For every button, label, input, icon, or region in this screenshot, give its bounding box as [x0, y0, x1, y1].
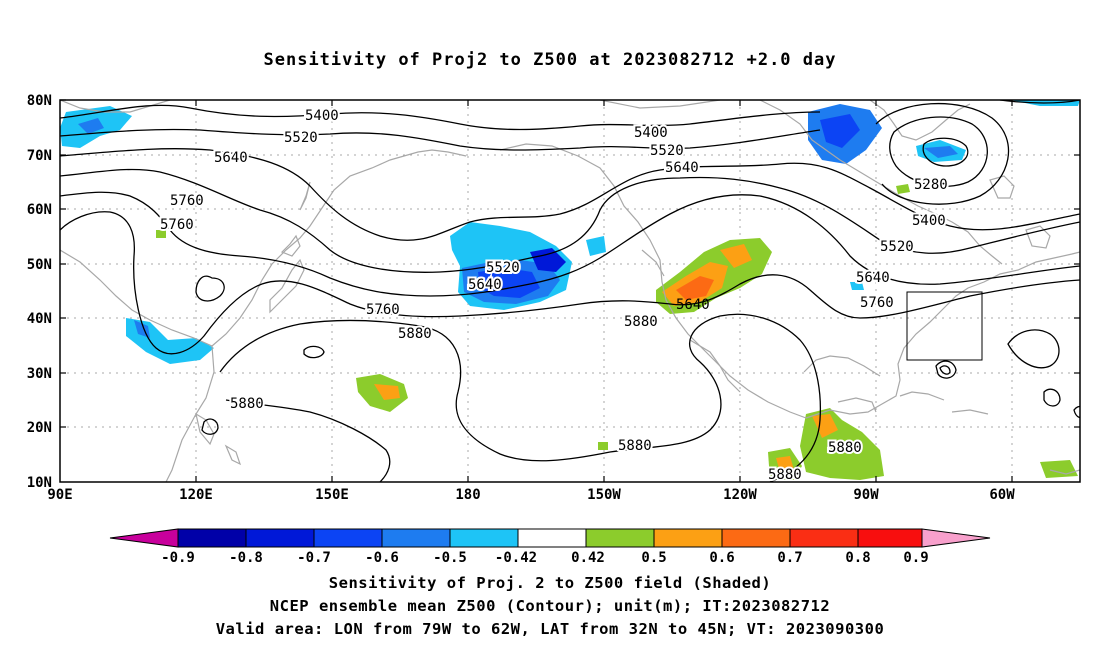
contour-label: 5880	[230, 396, 264, 412]
lon-label: 150W	[587, 487, 621, 503]
colorbar-labels: -0.9 -0.8 -0.7 -0.6 -0.5 -0.42 0.42 0.5 …	[161, 550, 929, 566]
colorbar	[109, 528, 991, 548]
contour-label: 5880	[624, 314, 658, 330]
contour-labels: 5400 5520 5640 5760 5760 5400 5520 5640 …	[158, 106, 950, 483]
caption-contour: NCEP ensemble mean Z500 (Contour); unit(…	[269, 597, 831, 615]
contour-label: 5520	[650, 143, 684, 159]
lon-label: 90E	[47, 487, 72, 503]
map-title: Sensitivity of Proj2 to Z500 at 20230827…	[263, 50, 837, 70]
z500-contours	[60, 100, 1080, 482]
lat-label: 70N	[27, 148, 52, 164]
colorbar-label: 0.42	[571, 550, 605, 566]
longitude-labels: 90E 120E 150E 180 150W 120W 90W 60W	[47, 487, 1015, 503]
colorbar-label: -0.8	[229, 550, 263, 566]
contour-label: 5640	[856, 270, 890, 286]
contour-label: 5520	[284, 130, 318, 146]
positive-sensitivity-shading	[156, 184, 1078, 480]
latitude-labels: 80N 70N 60N 50N 40N 30N 20N 10N	[27, 93, 52, 491]
contour-label: 5400	[634, 125, 668, 141]
colorbar-label: -0.9	[161, 550, 195, 566]
gridlines	[60, 100, 1080, 482]
colorbar-high-triangle	[921, 528, 991, 548]
lat-label: 80N	[27, 93, 52, 109]
lat-label: 30N	[27, 366, 52, 382]
lat-label: 40N	[27, 311, 52, 327]
axis-ticks	[60, 99, 1080, 482]
contour-label: 5520	[486, 260, 520, 276]
caption-valid-area: Valid area: LON from 79W to 62W, LAT fro…	[215, 620, 885, 638]
contour-label: 5760	[170, 193, 204, 209]
negative-sensitivity-shading	[60, 100, 1080, 364]
contour-label: 5760	[860, 295, 894, 311]
contour-label: 5880	[768, 467, 802, 483]
contour-label: 5760	[366, 302, 400, 318]
lon-label: 150E	[315, 487, 349, 503]
contour-label: 5400	[912, 213, 946, 229]
colorbar-label: 0.9	[903, 550, 928, 566]
lon-label: 120E	[179, 487, 213, 503]
colorbar-label: 0.8	[845, 550, 870, 566]
contour-label: 5640	[676, 297, 710, 313]
lon-label: 90W	[853, 487, 879, 503]
contour-label: 5880	[828, 440, 862, 456]
colorbar-label: -0.5	[433, 550, 467, 566]
contour-label: 5280	[914, 177, 948, 193]
colorbar-label: -0.6	[365, 550, 399, 566]
colorbar-low-triangle	[109, 528, 179, 548]
contour-label: 5520	[880, 239, 914, 255]
contour-label: 5640	[468, 277, 502, 293]
valid-area-box	[906, 291, 983, 361]
colorbar-label: 0.7	[777, 550, 802, 566]
lat-label: 60N	[27, 202, 52, 218]
map-border	[59, 99, 1081, 483]
lat-label: 20N	[27, 420, 52, 436]
contour-label: 5880	[398, 326, 432, 342]
lat-label: 50N	[27, 257, 52, 273]
lon-label: 60W	[989, 487, 1015, 503]
contour-label: 5400	[305, 108, 339, 124]
contour-label: 5880	[618, 438, 652, 454]
lon-label: 120W	[723, 487, 757, 503]
colorbar-label: 0.6	[709, 550, 734, 566]
colorbar-label: 0.5	[641, 550, 666, 566]
lat-label: 10N	[27, 475, 52, 491]
lon-label: 180	[455, 487, 480, 503]
contour-label: 5640	[665, 160, 699, 176]
caption-shading: Sensitivity of Proj. 2 to Z500 field (Sh…	[328, 574, 772, 592]
map-area	[60, 100, 1080, 482]
contour-label: 5760	[160, 217, 194, 233]
colorbar-label: -0.42	[495, 550, 537, 566]
colorbar-label: -0.7	[297, 550, 331, 566]
contour-label: 5640	[214, 150, 248, 166]
